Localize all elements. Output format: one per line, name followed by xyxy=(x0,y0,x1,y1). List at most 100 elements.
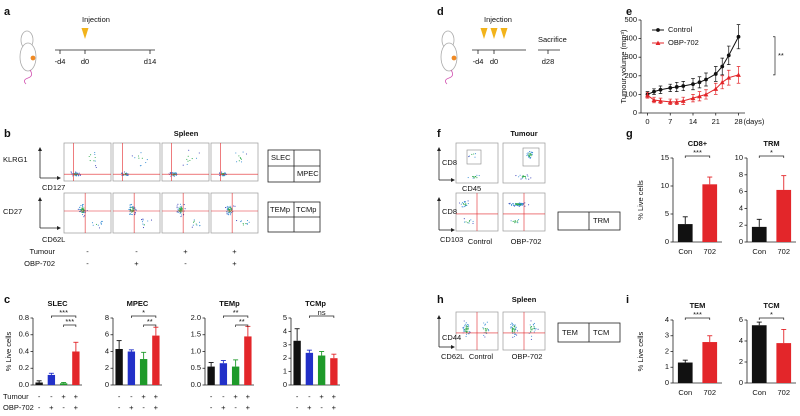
flow-dot xyxy=(473,153,475,155)
marker xyxy=(697,80,702,85)
flow-dot xyxy=(519,203,521,205)
flow-dot xyxy=(530,328,532,330)
arrow-head xyxy=(451,178,455,182)
flow-dot xyxy=(198,152,200,154)
flow-dot xyxy=(74,175,76,177)
flow-dot xyxy=(476,174,478,176)
flow-dot xyxy=(528,204,530,206)
gate-label: TCM xyxy=(593,328,609,337)
marker xyxy=(736,34,741,39)
y-tick-label: 3 xyxy=(283,340,287,349)
timeline-label: d14 xyxy=(144,57,157,66)
y-tick-label: 8 xyxy=(105,313,109,322)
flow-dot xyxy=(142,223,144,225)
significance-label: *** xyxy=(59,308,68,317)
flow-dot xyxy=(486,330,488,332)
timeline-label: -d4 xyxy=(55,57,66,66)
flow-dot xyxy=(465,221,467,223)
x-tick-label: + xyxy=(319,392,324,401)
significance-bracket xyxy=(63,324,77,327)
x-tick-label: + xyxy=(246,392,251,401)
flow-dot xyxy=(245,223,247,225)
significance-label: * xyxy=(770,310,773,319)
marker xyxy=(726,53,731,58)
flow-dot xyxy=(463,221,466,223)
marker xyxy=(691,82,695,87)
flow-dot xyxy=(240,158,242,160)
row-sign: + xyxy=(183,247,188,256)
flow-dot xyxy=(465,328,468,330)
flow-dot xyxy=(515,175,517,177)
y-tick-label: 0 xyxy=(739,378,743,387)
y-tick-label: 6 xyxy=(105,330,109,339)
flow-dot xyxy=(514,220,516,222)
marker xyxy=(719,79,725,85)
flow-plot xyxy=(63,192,112,234)
marker xyxy=(658,98,663,103)
y-tick-label: 1.0 xyxy=(191,346,201,355)
flow-dot xyxy=(236,220,238,222)
significance-label: * xyxy=(770,148,773,157)
flow-dot xyxy=(91,222,94,224)
y-axis-label: Tumour volume (mm³) xyxy=(619,29,628,103)
bar xyxy=(677,362,693,383)
flow-dot xyxy=(75,174,78,176)
flow-dot xyxy=(510,327,512,329)
flow-dot xyxy=(179,206,181,208)
flow-dot xyxy=(225,206,227,209)
y-tick-label: 1 xyxy=(665,362,669,371)
flow-dot xyxy=(138,157,140,159)
flow-plot xyxy=(112,142,161,182)
flow-dot xyxy=(187,155,189,157)
flow-dot xyxy=(180,214,183,216)
flow-dot xyxy=(246,220,249,222)
flow-dot xyxy=(195,223,197,225)
flow-dot xyxy=(478,175,480,177)
arrow-head xyxy=(57,226,61,230)
flow-dot xyxy=(530,326,532,328)
flow-dot xyxy=(521,177,523,179)
flow-dot xyxy=(530,177,532,179)
flow-dot xyxy=(535,328,537,330)
flow-dot xyxy=(131,203,133,205)
flow-dot xyxy=(127,174,129,176)
y-tick-label: 4 xyxy=(105,346,109,355)
flow-dot xyxy=(528,153,530,155)
flow-dot xyxy=(192,224,194,226)
flow-dot xyxy=(467,330,469,332)
bar xyxy=(702,184,718,242)
marker xyxy=(690,95,696,101)
flow-dot xyxy=(128,208,130,210)
flow-dot xyxy=(80,211,82,213)
flow-dot xyxy=(533,322,536,324)
flow-dot xyxy=(472,176,474,178)
x-axis-label: (days) xyxy=(744,117,765,126)
flow-dot xyxy=(486,321,488,323)
flow-dot xyxy=(515,221,517,223)
significance-label: ** xyxy=(147,317,153,326)
flow-dot xyxy=(522,175,524,177)
flow-dot xyxy=(181,205,183,207)
flow-dot xyxy=(533,331,535,333)
flow-dot xyxy=(191,226,193,228)
flow-dot xyxy=(147,220,149,222)
flow-dot xyxy=(240,220,242,222)
flow-dot xyxy=(129,208,131,210)
panel-label: e xyxy=(626,6,632,18)
flow-dot xyxy=(463,328,465,330)
flow-dot xyxy=(511,322,513,324)
significance-bracket xyxy=(758,155,785,158)
flow-dot xyxy=(145,162,147,164)
flow-dot xyxy=(141,221,144,223)
significance-bracket xyxy=(131,315,157,318)
flow-dot xyxy=(82,211,84,213)
flow-dot xyxy=(199,225,201,227)
axis-label: CD62L xyxy=(441,352,464,361)
flow-dot xyxy=(233,205,235,207)
flow-dot xyxy=(488,330,490,332)
flow-dot xyxy=(526,174,528,176)
flow-dot xyxy=(515,327,517,329)
y-tick-label: 15 xyxy=(661,153,669,162)
arrow-head xyxy=(451,345,455,349)
flow-dot xyxy=(227,213,229,215)
